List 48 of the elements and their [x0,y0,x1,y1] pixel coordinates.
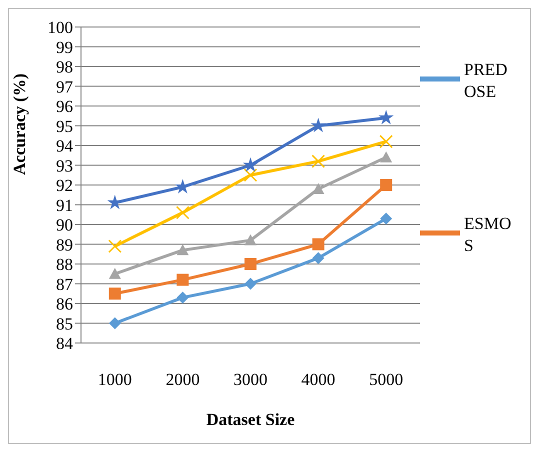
y-tick-label: 93 [56,156,73,176]
y-tick-label: 88 [56,255,73,274]
x-tick-label: 2000 [166,370,200,390]
y-tick-label: 91 [56,196,73,215]
point [108,288,121,300]
x-tick-label: 3000 [234,370,268,390]
y-tick-label: 94 [56,136,74,156]
point [312,238,324,250]
point [380,179,392,191]
point [379,134,393,148]
y-tick-label: 89 [56,235,73,254]
point [176,274,189,286]
point [380,212,392,225]
point [108,239,122,253]
x-tick-label: 1000 [98,370,132,390]
y-tick-label: 92 [56,176,73,196]
point [108,317,121,330]
y-tick-label: 97 [56,77,74,96]
point [244,278,256,290]
legend-label: PREDOSE [464,59,508,103]
point [176,244,189,256]
point [176,206,190,220]
y-tick-label: 84 [56,334,74,354]
y-axis-title: Accuracy (%) [10,74,30,175]
y-tick-label: 90 [56,216,73,235]
y-tick-label: 96 [56,97,73,116]
point [244,234,256,246]
y-tick-label: 99 [56,38,73,57]
x-tick-label: 5000 [369,370,404,390]
y-tick-label: 95 [56,116,73,136]
x-axis-title: Dataset Size [206,410,296,429]
legend-label: ESMOS [464,213,512,257]
point [244,168,258,182]
point [312,154,326,168]
point [242,157,258,172]
y-tick-label: 87 [56,274,74,294]
y-tick-label: 98 [56,58,73,77]
point [378,110,394,124]
y-tick-label: 85 [56,314,73,334]
x-tick-label: 4000 [301,370,336,390]
point [312,252,324,264]
point [310,118,326,132]
y-tick-label: 100 [48,18,73,38]
point [176,292,189,304]
point [108,268,121,279]
point [380,151,392,162]
y-tick-label: 86 [56,294,73,314]
point [244,258,256,270]
